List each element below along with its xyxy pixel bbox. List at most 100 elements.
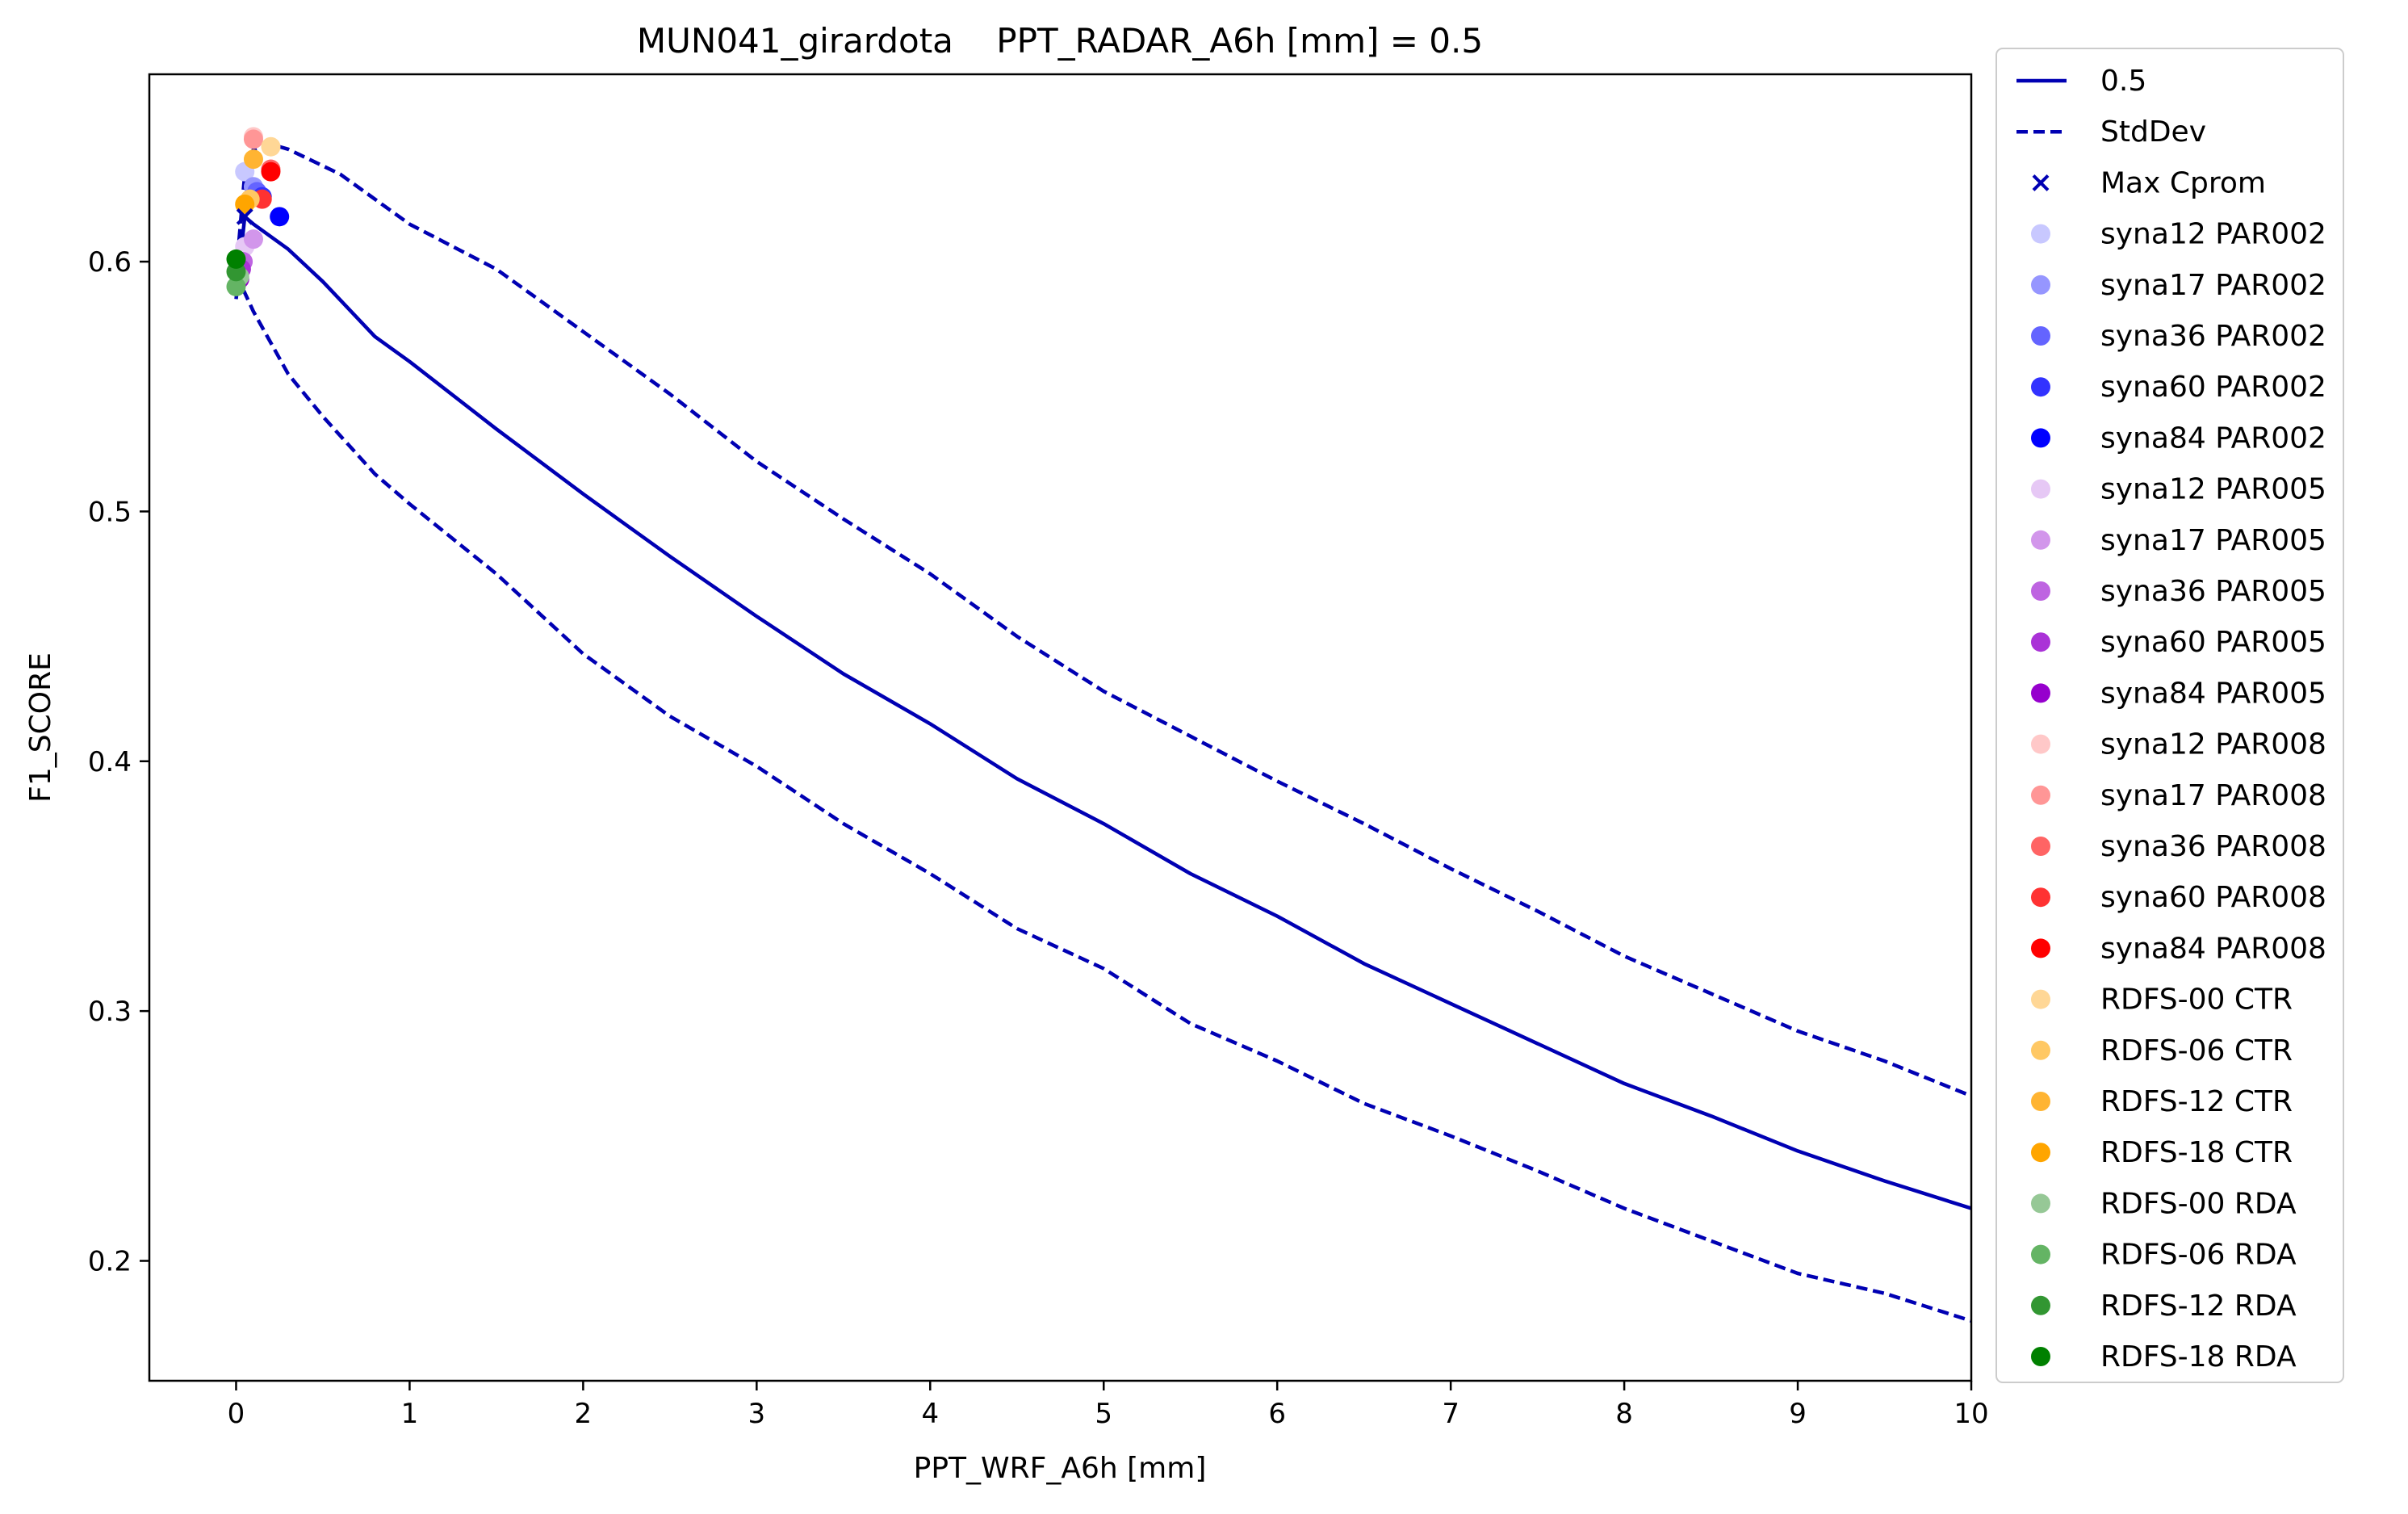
legend-label: syna36 PAR005 bbox=[2100, 575, 2326, 608]
axes-ticks: 0 1 2 3 4 5 6 7 8 9 10 0.2 0.3 0.4 0.5 0.6 bbox=[88, 246, 1989, 1430]
legend-label: syna12 PAR008 bbox=[2100, 728, 2326, 761]
legend-label: Max Cprom bbox=[2100, 166, 2266, 199]
x-tick-label: 8 bbox=[1615, 1398, 1633, 1430]
plot-frame bbox=[148, 73, 1973, 1382]
legend-label: syna60 PAR002 bbox=[2100, 371, 2326, 404]
scatter-point-15 bbox=[261, 136, 281, 157]
legend-item: RDFS-06 RDA bbox=[2031, 1239, 2297, 1272]
legend-dot-swatch bbox=[2031, 938, 2050, 958]
legend-item: RDFS-18 RDA bbox=[2031, 1340, 2297, 1374]
legend-x-swatch bbox=[2032, 174, 2050, 191]
legend-item: syna36 PAR002 bbox=[2031, 320, 2326, 353]
legend-frame bbox=[1995, 48, 2344, 1383]
legend-item: syna12 PAR002 bbox=[2031, 218, 2326, 251]
scatter-point-22 bbox=[226, 249, 246, 269]
legend-item: syna84 PAR005 bbox=[2031, 677, 2326, 710]
legend-item: syna60 PAR008 bbox=[2031, 881, 2326, 914]
legend-label: RDFS-00 CTR bbox=[2100, 983, 2293, 1017]
legend-label: syna60 PAR005 bbox=[2100, 626, 2326, 659]
legend-dot-swatch bbox=[2031, 683, 2050, 703]
legend-item: RDFS-06 CTR bbox=[2031, 1034, 2293, 1067]
legend-dot-swatch bbox=[2031, 581, 2050, 601]
legend-item: RDFS-12 CTR bbox=[2031, 1085, 2293, 1118]
legend-label: RDFS-12 CTR bbox=[2100, 1085, 2293, 1118]
x-tick-label: 6 bbox=[1268, 1398, 1286, 1430]
legend-label: syna84 PAR005 bbox=[2100, 677, 2326, 710]
x-tick-label: 9 bbox=[1789, 1398, 1807, 1430]
legend-dot-swatch bbox=[2031, 1295, 2050, 1315]
y-tick-label: 0.5 bbox=[88, 496, 132, 528]
legend-label: syna36 PAR008 bbox=[2100, 830, 2326, 863]
scatter-point-17 bbox=[243, 149, 263, 170]
legend-dot-swatch bbox=[2031, 275, 2050, 295]
x-tick-label: 3 bbox=[748, 1398, 766, 1430]
max-cprom-marker bbox=[236, 208, 253, 225]
scatter-point-11 bbox=[243, 129, 263, 149]
legend-dot-swatch bbox=[2031, 530, 2050, 550]
legend-dot-swatch bbox=[2031, 428, 2050, 448]
legend-item: RDFS-00 CTR bbox=[2031, 983, 2293, 1017]
x-tick-label: 0 bbox=[228, 1398, 245, 1430]
legend-label: RDFS-00 RDA bbox=[2100, 1187, 2297, 1220]
legend-item: syna12 PAR008 bbox=[2031, 728, 2326, 761]
legend-dot-swatch bbox=[2031, 734, 2050, 754]
legend-dot-swatch bbox=[2031, 1040, 2050, 1060]
legend-item: syna17 PAR002 bbox=[2031, 269, 2326, 302]
legend-label: RDFS-12 RDA bbox=[2100, 1290, 2297, 1323]
legend-label: syna60 PAR008 bbox=[2100, 881, 2326, 914]
legend-label: RDFS-06 CTR bbox=[2100, 1034, 2293, 1067]
legend-item: syna84 PAR008 bbox=[2031, 932, 2326, 965]
series-line-1 bbox=[234, 142, 1971, 1098]
legend-item: syna60 PAR005 bbox=[2031, 626, 2326, 659]
legend-dot-swatch bbox=[2031, 989, 2050, 1009]
legend-dot-swatch bbox=[2031, 377, 2050, 397]
x-tick-label: 2 bbox=[575, 1398, 593, 1430]
legend-label: RDFS-18 CTR bbox=[2100, 1136, 2293, 1169]
legend-dot-swatch bbox=[2031, 887, 2050, 908]
legend-label: 0.5 bbox=[2100, 65, 2146, 98]
legend-label: syna12 PAR005 bbox=[2100, 473, 2326, 506]
legend-label: RDFS-18 RDA bbox=[2100, 1340, 2297, 1374]
legend-label: syna17 PAR002 bbox=[2100, 269, 2326, 302]
legend-item: syna36 PAR005 bbox=[2031, 575, 2326, 608]
scatter-point-6 bbox=[243, 229, 263, 250]
plot-area bbox=[226, 127, 1971, 1323]
chart-title: MUN041_girardota PPT_RADAR_A6h [mm] = 0.… bbox=[637, 21, 1483, 61]
y-axis-label: F1_SCORE bbox=[24, 652, 57, 803]
legend-item: RDFS-12 RDA bbox=[2031, 1290, 2297, 1323]
legend-item: 0.5 bbox=[2016, 65, 2146, 98]
legend-label: syna12 PAR002 bbox=[2100, 218, 2326, 251]
legend-dot-swatch bbox=[2031, 837, 2050, 856]
legend-label: StdDev bbox=[2100, 115, 2206, 149]
legend-item: syna12 PAR005 bbox=[2031, 473, 2326, 506]
series-line-0 bbox=[234, 215, 1971, 1210]
x-axis-label: PPT_WRF_A6h [mm] bbox=[914, 1452, 1207, 1485]
legend-label: syna17 PAR005 bbox=[2100, 524, 2326, 557]
legend-item: syna17 PAR008 bbox=[2031, 779, 2326, 812]
y-tick-label: 0.4 bbox=[88, 746, 132, 778]
legend-dot-swatch bbox=[2031, 1347, 2050, 1366]
legend-item: StdDev bbox=[2016, 115, 2206, 149]
legend-item: RDFS-18 CTR bbox=[2031, 1136, 2293, 1169]
x-tick-label: 4 bbox=[921, 1398, 939, 1430]
x-tick-label: 5 bbox=[1095, 1398, 1112, 1430]
legend-dot-swatch bbox=[2031, 785, 2050, 805]
scatter-point-14 bbox=[261, 161, 281, 182]
legend-item: RDFS-00 RDA bbox=[2031, 1187, 2297, 1220]
legend-dot-swatch bbox=[2031, 1193, 2050, 1214]
legend-dot-swatch bbox=[2031, 224, 2050, 244]
scatter-point-20 bbox=[226, 276, 246, 296]
x-tick-label: 10 bbox=[1954, 1398, 1988, 1430]
scatter-point-18 bbox=[235, 194, 255, 214]
legend-item: Max Cprom bbox=[2032, 166, 2266, 199]
legend-label: syna84 PAR008 bbox=[2100, 932, 2326, 965]
legend-dot-swatch bbox=[2031, 479, 2050, 499]
series-line-2 bbox=[234, 273, 1971, 1323]
y-tick-label: 0.3 bbox=[88, 996, 132, 1028]
legend-dot-swatch bbox=[2031, 326, 2050, 346]
legend-item: syna36 PAR008 bbox=[2031, 830, 2326, 863]
legend-dot-swatch bbox=[2031, 632, 2050, 652]
y-tick-label: 0.2 bbox=[88, 1246, 132, 1278]
